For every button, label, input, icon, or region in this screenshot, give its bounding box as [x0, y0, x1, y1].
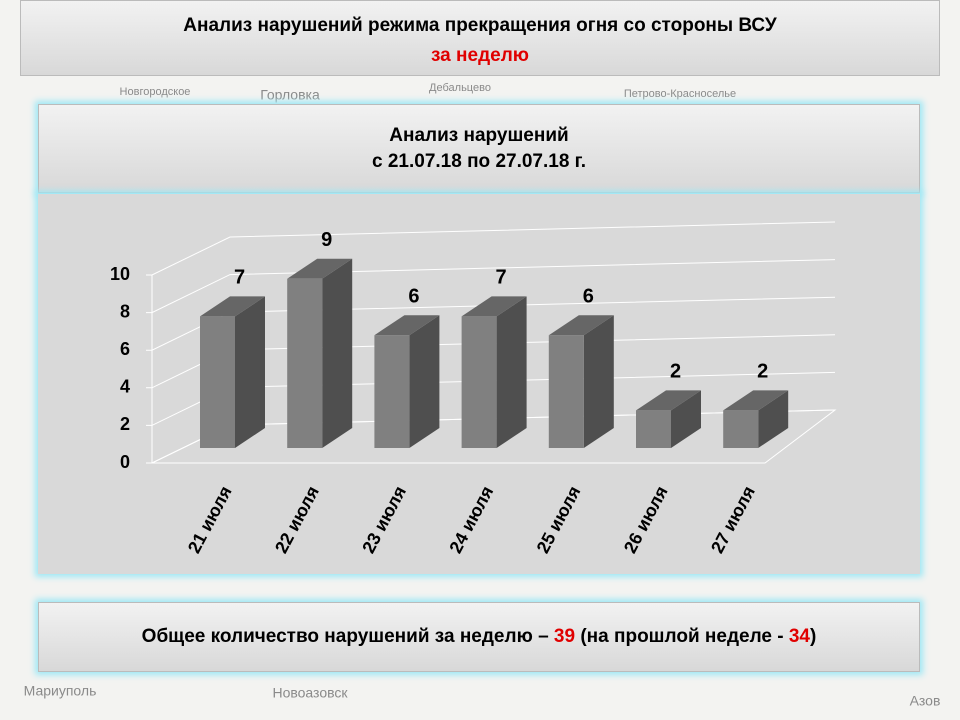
y-tick-label: 2 [120, 414, 130, 434]
value-label: 7 [496, 267, 507, 289]
grid-line [146, 296, 836, 351]
y-tick-label: 8 [120, 301, 130, 321]
bar [461, 316, 497, 448]
map-label: Дебальцево [429, 82, 491, 94]
bar-side [496, 296, 527, 448]
bar [287, 278, 323, 448]
value-label: 2 [670, 361, 681, 383]
bar [374, 335, 410, 448]
bar-top [548, 315, 614, 336]
map-label: Горловка [260, 87, 320, 103]
footer-label: (на прошлой неделе - [575, 626, 789, 647]
x-tick-label: 25 июля [533, 483, 585, 557]
header-title: Анализ нарушений режима прекращения огня… [183, 15, 777, 36]
bar-top [723, 390, 789, 411]
header-subtitle: за неделю [430, 45, 529, 66]
footer-text: Общее количество нарушений за неделю – 3… [39, 626, 919, 648]
y-tick-label: 10 [110, 264, 130, 284]
value-label: 7 [234, 267, 245, 289]
bar-side [322, 258, 353, 448]
bar [548, 335, 584, 448]
bar-top [374, 315, 440, 336]
map-label: Азов [910, 693, 941, 709]
bar-top [461, 296, 527, 317]
grid-line [146, 334, 836, 389]
value-label: 9 [321, 229, 332, 251]
map-label: Мариуполь [24, 683, 97, 699]
bar-top [200, 296, 265, 317]
value-label: 2 [757, 361, 768, 383]
x-tick-label: 23 июля [358, 483, 410, 557]
map-label: Новоазовск [272, 685, 348, 701]
chart-title: Анализ нарушений [389, 125, 569, 146]
y-tick-label: 4 [120, 377, 130, 397]
y-tick-label: 6 [120, 339, 130, 359]
value-label: 6 [583, 285, 594, 307]
x-tick-label: 22 июля [271, 483, 323, 557]
bar [636, 410, 671, 448]
bar [723, 410, 759, 448]
bar-top [287, 258, 353, 279]
map-label: Новгородское [120, 86, 191, 98]
x-tick-label: 26 июля [620, 483, 672, 557]
footer: Общее количество нарушений за неделю – 3… [38, 602, 920, 672]
bar-side [671, 390, 701, 448]
chart-title-panel: Анализ нарушений с 21.07.18 по 27.07.18 … [38, 104, 920, 193]
x-tick-label: 21 июля [184, 483, 236, 557]
bar [200, 316, 235, 448]
bar-side [583, 315, 614, 448]
bar-side [235, 296, 265, 448]
bar-top [636, 390, 701, 411]
grid-line [146, 259, 836, 314]
bar-side [409, 315, 440, 448]
x-tick-label: 24 июля [445, 483, 497, 557]
footer-label: ) [809, 626, 817, 647]
grid-line [146, 221, 836, 276]
map-label: Петрово-Красноселье [624, 88, 736, 100]
grid-line [146, 409, 836, 464]
bar-side [758, 390, 789, 448]
x-tick-label: 27 июля [707, 483, 759, 557]
value-label: 6 [408, 285, 419, 307]
current-count: 39 [553, 626, 576, 647]
y-tick-label: 0 [120, 452, 130, 472]
header: Анализ нарушений режима прекращения огня… [20, 0, 940, 76]
previous-count: 34 [788, 626, 810, 647]
chart-subtitle: с 21.07.18 по 27.07.18 г. [372, 151, 586, 172]
footer-label: Общее количество нарушений за неделю – [141, 626, 554, 647]
grid-line [146, 371, 836, 426]
